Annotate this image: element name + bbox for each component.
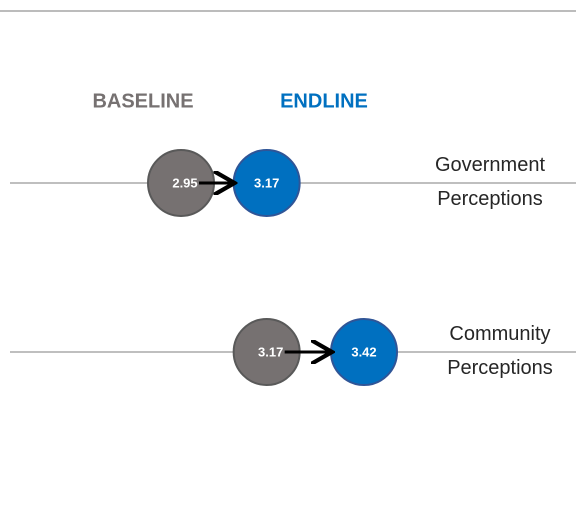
legend-label: ENDLINE — [280, 90, 368, 112]
value-label: 3.42 — [351, 344, 376, 359]
value-label: 3.17 — [254, 175, 279, 190]
category-label: Community Perceptions — [447, 323, 553, 379]
category-label: Government Perceptions — [435, 154, 545, 210]
value-label: 2.95 — [172, 175, 197, 190]
value-label: 3.17 — [258, 344, 283, 359]
legend-label: BASELINE — [92, 90, 193, 112]
